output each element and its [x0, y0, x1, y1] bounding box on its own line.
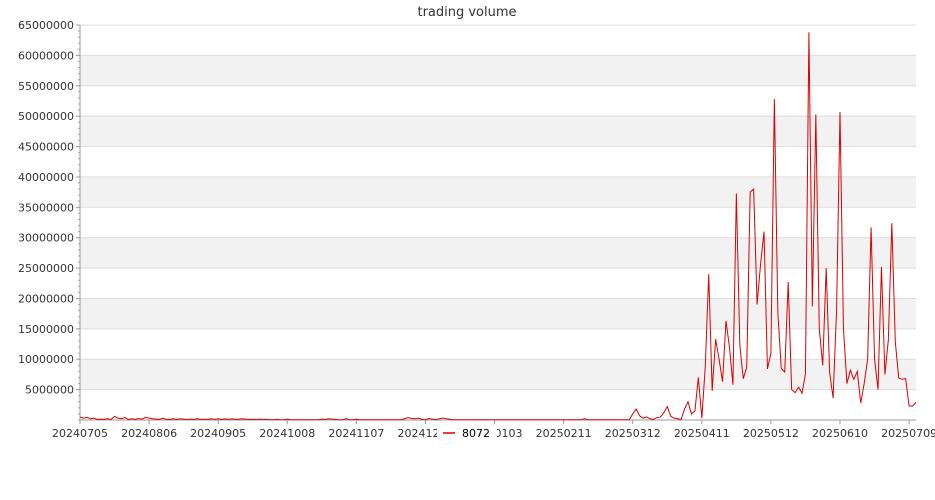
legend: 8072 [437, 426, 497, 440]
y-tick-label: 10000000 [18, 353, 74, 366]
x-tick-label: 20240705 [52, 427, 108, 440]
gridlines [80, 24, 916, 391]
y-tick-label: 35000000 [18, 201, 74, 214]
x-tick-label: 20250411 [674, 427, 730, 440]
plot-background-bands [80, 55, 916, 390]
y-tick-label: 60000000 [18, 49, 74, 62]
background-band [80, 55, 916, 86]
y-tick-label: 25000000 [18, 262, 74, 275]
x-tick-label: 20250512 [743, 427, 799, 440]
x-tick-label: 20250211 [536, 427, 592, 440]
y-tick-label: 30000000 [18, 232, 74, 245]
y-tick-label: 50000000 [18, 110, 74, 123]
x-tick-label: 20240905 [190, 427, 246, 440]
y-tick-label: 20000000 [18, 292, 74, 305]
x-tick-label: 20241107 [328, 427, 384, 440]
background-band [80, 116, 916, 147]
background-band [80, 176, 916, 208]
y-tick-label: 55000000 [18, 80, 74, 93]
x-tick-label: 20250610 [812, 427, 868, 440]
y-tick-label: 45000000 [18, 141, 74, 154]
x-tick-label: 20240806 [121, 427, 177, 440]
background-band [80, 298, 916, 329]
y-tick-label: 40000000 [18, 171, 74, 184]
series-line-8072 [79, 32, 917, 421]
x-tick-label: 20250312 [605, 427, 661, 440]
series-layer [79, 32, 917, 421]
background-band [80, 359, 916, 390]
background-band [80, 237, 916, 269]
y-axis: 5000000 10000000 15000000 20000000 25000000 3… [18, 19, 81, 421]
legend-label: 8072 [462, 427, 490, 440]
y-tick-label: 5000000 [25, 384, 74, 397]
chart-title: trading volume [417, 5, 516, 20]
x-tick-label: 20250709 [881, 427, 935, 440]
legend-background [437, 426, 497, 440]
x-axis: 20240705 20240806 20240905 20241008 20241107… [52, 419, 935, 440]
x-tick-label: 20241008 [259, 427, 315, 440]
y-tick-label: 15000000 [18, 323, 74, 336]
y-tick-label: 65000000 [18, 19, 74, 32]
